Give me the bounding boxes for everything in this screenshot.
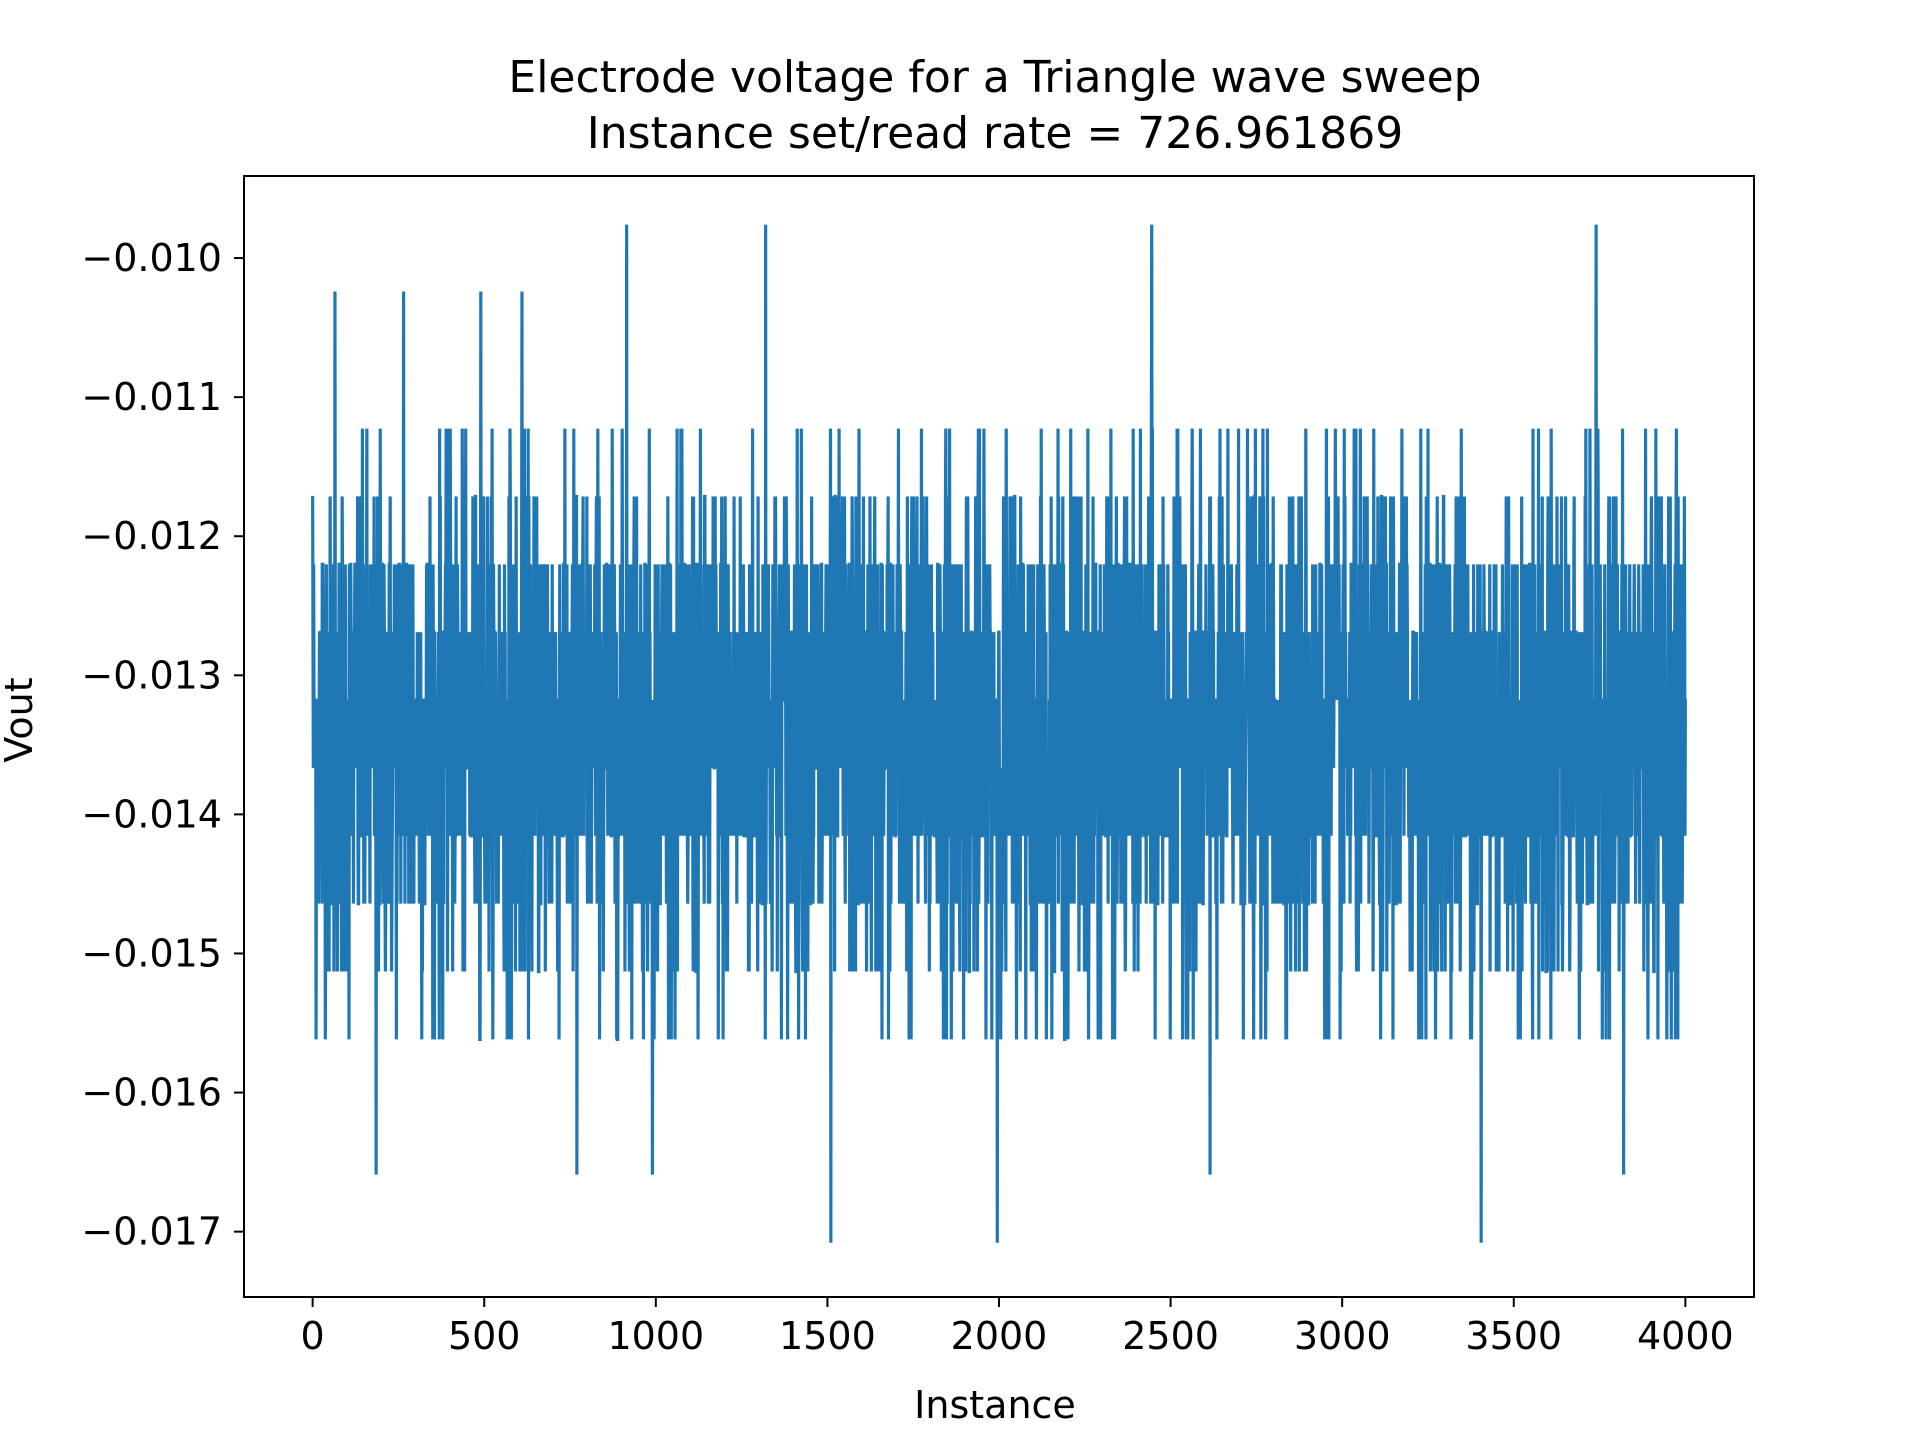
plot-area [311,224,1687,1243]
chart-title: Electrode voltage for a Triangle wave sw… [508,52,1481,103]
x-tick-label: 2500 [1122,1314,1219,1358]
x-axis-label: Instance [914,1383,1076,1427]
y-tick-label: −0.016 [81,1071,222,1115]
y-tick-label: −0.012 [81,514,222,558]
y-tick-label: −0.010 [81,236,222,280]
x-tick-label: 500 [448,1314,521,1358]
y-axis-label: Vout [0,677,41,762]
x-tick-label: 2000 [951,1314,1048,1358]
x-tick-label: 3500 [1465,1314,1562,1358]
x-tick-label: 1500 [779,1314,876,1358]
x-tick-label: 0 [301,1314,325,1358]
x-tick-label: 4000 [1637,1314,1734,1358]
y-tick-label: −0.011 [81,375,222,419]
y-tick-label: −0.017 [81,1210,222,1254]
y-tick-label: −0.015 [81,931,222,975]
y-tick-label: −0.013 [81,653,222,697]
axes: 0 500 1000 1500 2000 2500 3000 3500 4000 −0.010 −0… [81,175,1755,1358]
x-tick-label: 1000 [607,1314,704,1358]
y-tick-label: −0.014 [81,792,222,836]
x-tick-label: 3000 [1294,1314,1391,1358]
series-line [311,224,1687,1243]
chart-subtitle: Instance set/read rate = 726.961869 [587,108,1403,159]
